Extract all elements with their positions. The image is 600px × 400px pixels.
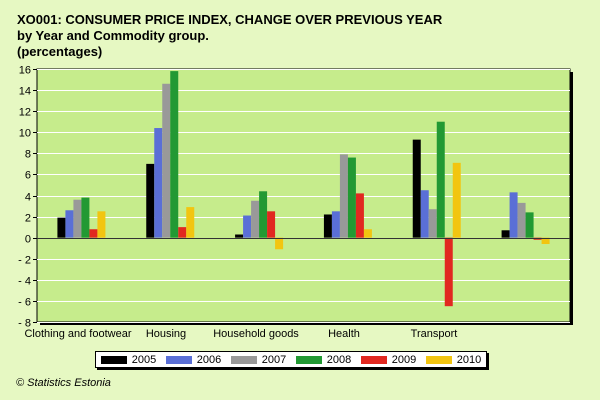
bar-2008 [347,157,356,238]
legend-item-2006: 2006 [165,353,222,366]
y-tick-label: 12 [19,107,31,119]
legend-label: 2006 [196,353,222,366]
bar-2007 [428,209,437,238]
legend-label: 2009 [391,353,417,366]
bar-2007 [73,199,82,238]
bar-2005 [235,234,244,238]
bar-2009 [178,227,187,238]
legend-label: 2007 [261,353,287,366]
bar-2005 [57,217,66,238]
plot-area [36,68,571,323]
bar-2005 [323,214,332,238]
y-tick-label: - 4 [18,276,31,288]
y-tick-label: 0 [25,234,31,246]
legend-swatch [100,355,127,364]
bar-2008 [525,212,534,238]
x-category-label: Clothing and footwear [24,328,131,340]
y-tick-label: 4 [25,192,31,204]
chart-title: XO001: CONSUMER PRICE INDEX, CHANGE OVER… [17,12,442,60]
legend-label: 2005 [131,353,157,366]
legend-swatch [425,355,452,364]
bar-2007 [339,154,348,238]
legend-item-2008: 2008 [295,353,352,366]
bar-2006 [154,128,163,238]
bar-2009 [355,193,364,238]
bar-2008 [259,191,268,238]
bar-2010 [363,229,372,238]
y-tick-label: - 8 [18,318,31,330]
bar-2007 [517,202,526,238]
bar-2005 [146,163,155,238]
legend-item-2010: 2010 [425,353,482,366]
x-category-label: Household goods [213,328,299,340]
copyright-footer: © Statistics Estonia [16,377,111,389]
bar-2006 [509,192,518,238]
bar-2008 [170,71,179,238]
title-line-3: (percentages) [17,44,103,59]
x-category-label: Transport [411,328,458,340]
x-category-label: Health [328,328,360,340]
legend-item-2005: 2005 [100,353,157,366]
bar-2006 [420,190,429,238]
bar-2005 [412,139,421,238]
title-line-1: XO001: CONSUMER PRICE INDEX, CHANGE OVER… [17,12,443,27]
bar-2010 [541,237,550,244]
legend-label: 2008 [326,353,352,366]
bar-2009 [89,229,98,238]
legend-label: 2010 [456,353,482,366]
legend-swatch [165,355,192,364]
legend-swatch [360,355,387,364]
bar-2006 [65,210,74,238]
bar-2006 [331,211,340,238]
legend-item-2007: 2007 [230,353,287,366]
y-tick-label: 10 [19,128,31,140]
legend-swatch [295,355,322,364]
bar-2010 [186,207,195,238]
y-tick-label: - 2 [18,255,31,267]
bar-2010 [452,162,461,238]
y-tick-label: 14 [19,86,31,98]
legend: 2005 2006 2007 2008 2009 2010 [95,351,487,368]
bar-2010 [275,237,284,250]
title-line-2: by Year and Commodity group. [17,28,209,43]
bar-2009 [267,211,276,238]
y-tick-label: 2 [25,213,31,225]
legend-swatch [230,355,257,364]
y-tick-label: 6 [25,170,31,182]
bar-2009 [444,237,453,307]
y-tick-label: 8 [25,149,31,161]
y-tick-label: 16 [19,65,31,77]
bar-2008 [81,197,90,238]
bar-2008 [436,121,445,238]
bar-2007 [251,200,260,238]
legend-item-2009: 2009 [360,353,417,366]
bar-2006 [243,215,252,238]
bar-2007 [162,83,171,238]
x-category-label: Housing [146,328,186,340]
y-tick-label: - 6 [18,297,31,309]
bar-2005 [501,230,510,238]
bar-2010 [97,211,106,238]
